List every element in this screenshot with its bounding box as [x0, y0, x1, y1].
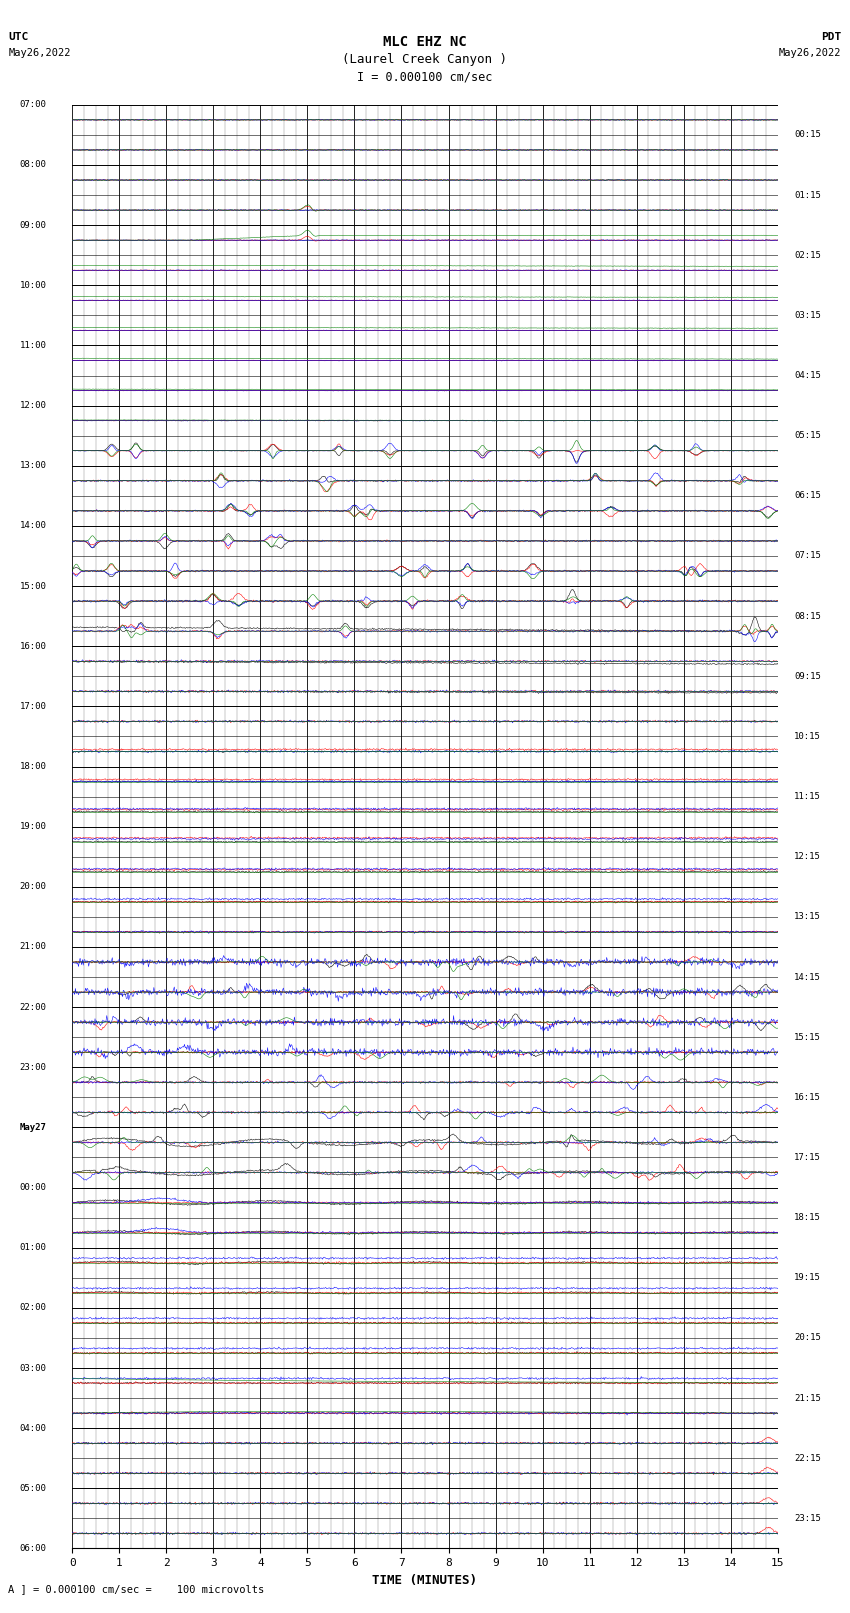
Text: PDT: PDT [821, 32, 842, 42]
Text: 00:00: 00:00 [20, 1182, 47, 1192]
Text: 05:15: 05:15 [794, 431, 821, 440]
Text: 08:00: 08:00 [20, 161, 47, 169]
Text: 03:15: 03:15 [794, 311, 821, 319]
Text: 20:00: 20:00 [20, 882, 47, 892]
Text: May26,2022: May26,2022 [8, 48, 71, 58]
Text: 17:00: 17:00 [20, 702, 47, 711]
Text: 09:15: 09:15 [794, 671, 821, 681]
Text: UTC: UTC [8, 32, 29, 42]
Text: 19:00: 19:00 [20, 823, 47, 831]
Text: 06:15: 06:15 [794, 492, 821, 500]
Text: 08:15: 08:15 [794, 611, 821, 621]
Text: 23:00: 23:00 [20, 1063, 47, 1071]
Text: 22:15: 22:15 [794, 1453, 821, 1463]
Text: A ] = 0.000100 cm/sec =    100 microvolts: A ] = 0.000100 cm/sec = 100 microvolts [8, 1584, 264, 1594]
Text: 07:15: 07:15 [794, 552, 821, 560]
Text: 16:15: 16:15 [794, 1094, 821, 1102]
Text: 00:15: 00:15 [794, 131, 821, 139]
Text: MLC EHZ NC: MLC EHZ NC [383, 35, 467, 50]
Text: 13:00: 13:00 [20, 461, 47, 471]
Text: (Laurel Creek Canyon ): (Laurel Creek Canyon ) [343, 53, 507, 66]
Text: 14:15: 14:15 [794, 973, 821, 982]
Text: 10:00: 10:00 [20, 281, 47, 290]
X-axis label: TIME (MINUTES): TIME (MINUTES) [372, 1574, 478, 1587]
Text: 04:00: 04:00 [20, 1424, 47, 1432]
Text: 15:00: 15:00 [20, 582, 47, 590]
Text: 07:00: 07:00 [20, 100, 47, 110]
Text: I = 0.000100 cm/sec: I = 0.000100 cm/sec [357, 71, 493, 84]
Text: 06:00: 06:00 [20, 1544, 47, 1553]
Text: 19:15: 19:15 [794, 1273, 821, 1282]
Text: 01:15: 01:15 [794, 190, 821, 200]
Text: 12:00: 12:00 [20, 402, 47, 410]
Text: 22:00: 22:00 [20, 1003, 47, 1011]
Text: 05:00: 05:00 [20, 1484, 47, 1492]
Text: 11:15: 11:15 [794, 792, 821, 802]
Text: 17:15: 17:15 [794, 1153, 821, 1161]
Text: 11:00: 11:00 [20, 340, 47, 350]
Text: 18:15: 18:15 [794, 1213, 821, 1223]
Text: 02:00: 02:00 [20, 1303, 47, 1313]
Text: 18:00: 18:00 [20, 761, 47, 771]
Text: 20:15: 20:15 [794, 1334, 821, 1342]
Text: 21:00: 21:00 [20, 942, 47, 952]
Text: 01:00: 01:00 [20, 1244, 47, 1252]
Text: 16:00: 16:00 [20, 642, 47, 650]
Text: 12:15: 12:15 [794, 852, 821, 861]
Text: 13:15: 13:15 [794, 913, 821, 921]
Text: 23:15: 23:15 [794, 1515, 821, 1523]
Text: 10:15: 10:15 [794, 732, 821, 740]
Text: 04:15: 04:15 [794, 371, 821, 381]
Text: 03:00: 03:00 [20, 1363, 47, 1373]
Text: May27: May27 [20, 1123, 47, 1132]
Text: 21:15: 21:15 [794, 1394, 821, 1403]
Text: 02:15: 02:15 [794, 250, 821, 260]
Text: May26,2022: May26,2022 [779, 48, 842, 58]
Text: 14:00: 14:00 [20, 521, 47, 531]
Text: 09:00: 09:00 [20, 221, 47, 229]
Text: 15:15: 15:15 [794, 1032, 821, 1042]
